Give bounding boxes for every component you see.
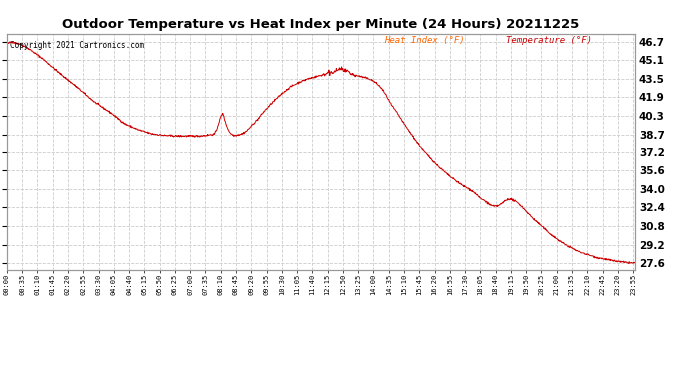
- Text: Temperature (°F): Temperature (°F): [506, 36, 592, 45]
- Title: Outdoor Temperature vs Heat Index per Minute (24 Hours) 20211225: Outdoor Temperature vs Heat Index per Mi…: [62, 18, 580, 31]
- Text: Heat Index (°F): Heat Index (°F): [384, 36, 464, 45]
- Text: Copyright 2021 Cartronics.com: Copyright 2021 Cartronics.com: [10, 41, 144, 50]
